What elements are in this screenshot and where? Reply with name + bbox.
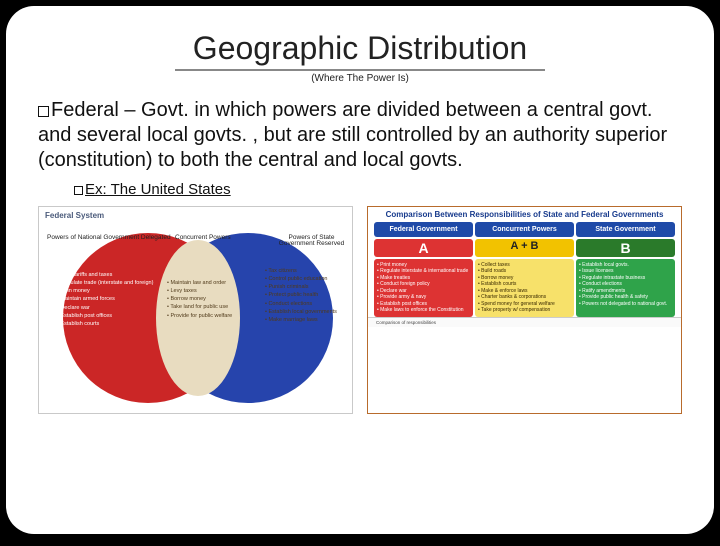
main-bullet-text: Federal – Govt. in which powers are divi… [38, 99, 667, 171]
bullet-icon [74, 186, 83, 195]
example-line: Ex: The United States [74, 181, 686, 198]
title-underline [175, 69, 545, 71]
bullet-icon [38, 106, 49, 117]
table-cell-b: • Establish local govts.• Issue licenses… [576, 259, 675, 317]
table-cell-ab: • Collect taxes• Build roads• Borrow mon… [475, 259, 574, 317]
main-bullet: Federal – Govt. in which powers are divi… [34, 98, 686, 173]
table-title: Comparison Between Responsibilities of S… [368, 207, 681, 222]
example-text: Ex: The United States [85, 181, 231, 198]
table-grid: Federal Government Concurrent Powers Sta… [368, 222, 681, 317]
venn-left-items: • Levy tariffs and taxes• Regulate trade… [57, 271, 153, 329]
table-header-a: Federal Government [374, 222, 473, 237]
venn-label-left: Powers of National Government Delegated [47, 235, 171, 242]
table-header-ab: Concurrent Powers [475, 222, 574, 237]
venn-label-mid: Concurrent Powers [175, 235, 231, 242]
table-header-b: State Government [576, 222, 675, 237]
slide-subtitle: (Where The Power Is) [34, 73, 686, 84]
table-footnote: Comparison of responsibilities [368, 317, 681, 327]
table-cell-a: • Print money• Regulate interstate & int… [374, 259, 473, 317]
venn-title: Federal System [45, 211, 104, 220]
venn-mid-items: • Maintain law and order• Levy taxes• Bo… [167, 279, 232, 320]
table-letter-ab: A + B [475, 239, 574, 257]
diagram-row: Federal System Powers of National Govern… [34, 206, 686, 414]
venn-label-right: Powers of State Government Reserved [271, 235, 352, 249]
comparison-table: Comparison Between Responsibilities of S… [367, 206, 682, 414]
slide-title: Geographic Distribution [34, 30, 686, 67]
table-letter-a: A [374, 239, 473, 257]
slide: Geographic Distribution (Where The Power… [6, 6, 714, 534]
venn-diagram: Federal System Powers of National Govern… [38, 206, 353, 414]
venn-right-items: • Tax citizens• Control public education… [265, 267, 337, 325]
table-letter-b: B [576, 239, 675, 257]
